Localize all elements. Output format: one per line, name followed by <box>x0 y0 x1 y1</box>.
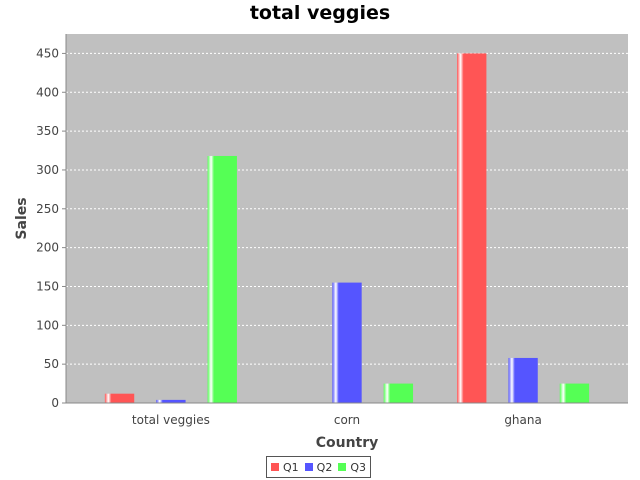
x-axis-label: Country <box>316 435 379 451</box>
y-axis-label: Sales <box>14 197 30 239</box>
x-tick-labels: total veggies corn ghana <box>132 413 542 427</box>
bar-q3 <box>207 155 237 403</box>
legend-swatch <box>338 463 347 471</box>
bar-q1 <box>457 53 487 403</box>
y-tick-label: 350 <box>36 124 59 138</box>
bar-q3 <box>559 383 590 403</box>
legend-label: Q3 <box>350 460 367 474</box>
y-tick-label: 100 <box>36 318 59 332</box>
bar-q2 <box>332 282 362 403</box>
legend-item: Q1 <box>271 461 299 474</box>
y-tick-label: 200 <box>36 241 59 255</box>
legend-label: Q1 <box>283 460 299 474</box>
legend-item: Q2 <box>304 460 333 474</box>
y-tick-label: 450 <box>36 46 59 60</box>
chart-title: total veggies <box>249 2 391 24</box>
bar-q1 <box>104 393 135 403</box>
x-tick-label: corn <box>334 413 360 427</box>
legend-swatch <box>271 463 279 471</box>
y-tick-labels: 0 50 100 150 200 250 300 350 400 450 <box>36 46 59 410</box>
y-tick-label: 400 <box>36 85 59 99</box>
x-tick-label: ghana <box>504 413 542 427</box>
y-tick-label: 0 <box>51 396 59 410</box>
bar-q2 <box>156 399 186 403</box>
y-tick-label: 300 <box>36 163 59 177</box>
bars <box>104 53 590 403</box>
bar-q3 <box>383 383 414 403</box>
legend-label: Q2 <box>316 460 333 474</box>
y-tick-label: 150 <box>36 279 59 293</box>
legend: Q1 Q2 Q3 <box>266 456 372 478</box>
bar-q2 <box>508 357 538 403</box>
legend-swatch <box>304 463 313 471</box>
axes <box>62 34 628 404</box>
legend-item: Q3 <box>338 461 366 474</box>
y-tick-label: 50 <box>44 357 59 371</box>
y-tick-label: 250 <box>36 202 59 216</box>
x-tick-label: total veggies <box>132 413 210 427</box>
